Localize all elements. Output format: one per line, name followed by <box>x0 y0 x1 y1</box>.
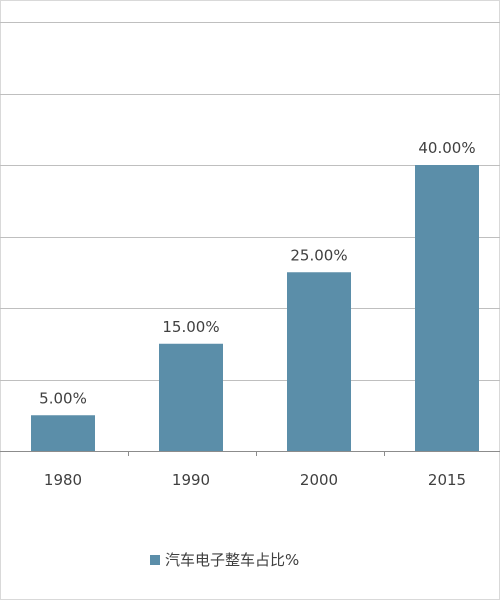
legend-label: 汽车电子整车占比% <box>165 551 299 569</box>
data-label-2015: 40.00% <box>418 139 475 157</box>
legend: 汽车电子整车占比% <box>150 551 299 569</box>
bar-2015 <box>415 165 479 451</box>
bar-2000 <box>287 272 351 451</box>
data-label-2000: 25.00% <box>290 246 347 264</box>
x-tick-label-1990: 1990 <box>172 471 210 489</box>
legend-swatch <box>150 555 160 565</box>
x-tick-label-2015: 2015 <box>428 471 466 489</box>
data-label-1980: 5.00% <box>39 389 87 407</box>
x-tick-label-2000: 2000 <box>300 471 338 489</box>
data-label-1990: 15.00% <box>162 318 219 336</box>
bar-1980 <box>31 415 95 451</box>
bar-1990 <box>159 343 223 451</box>
bars <box>31 165 479 451</box>
x-tick-labels: 1980 1990 2000 2015 <box>44 471 466 489</box>
data-labels: 5.00% 15.00% 25.00% 40.00% <box>39 139 475 407</box>
x-tick-label-1980: 1980 <box>44 471 82 489</box>
